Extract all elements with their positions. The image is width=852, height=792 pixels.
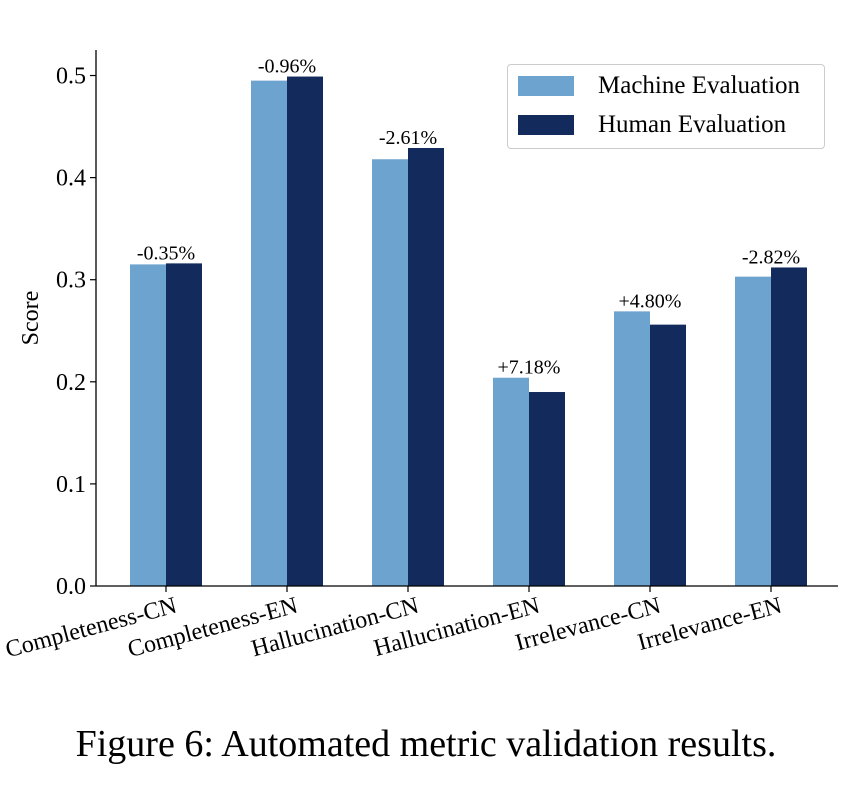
y-tick-label: 0.2 — [56, 370, 86, 396]
y-tick-label: 0.3 — [56, 268, 86, 294]
y-tick-label: 0.0 — [56, 574, 86, 600]
legend-swatch-machine — [518, 76, 574, 96]
y-tick-label: 0.4 — [56, 166, 86, 192]
figure-caption: Figure 6: Automated metric validation re… — [75, 723, 777, 765]
legend-item-machine: Machine Evaluation — [518, 72, 801, 99]
bar-human-hallucination-en — [529, 392, 565, 586]
bar-annotation-irrelevance-en: -2.82% — [742, 246, 800, 268]
legend-swatch-human — [518, 115, 574, 135]
bar-human-completeness-en — [287, 76, 323, 586]
y-axis-label: Score — [18, 291, 44, 346]
y-tick-label: 0.1 — [56, 472, 86, 498]
bars-layer — [130, 76, 807, 587]
bar-human-hallucination-cn — [408, 148, 444, 587]
annotations-layer: -0.35% -0.96% -2.61% +7.18% +4.80% -2.82% — [137, 56, 800, 379]
bar-annotation-hallucination-cn: -2.61% — [379, 127, 437, 149]
legend: Machine Evaluation Human Evaluation — [507, 64, 825, 149]
bar-annotation-completeness-cn: -0.35% — [137, 242, 195, 264]
bar-annotation-hallucination-en: +7.18% — [498, 357, 561, 379]
bar-human-completeness-cn — [166, 263, 202, 586]
bar-machine-completeness-en — [251, 80, 287, 586]
axes-layer — [95, 50, 838, 587]
legend-label-machine: Machine Evaluation — [598, 72, 801, 99]
legend-label-human: Human Evaluation — [598, 111, 787, 138]
bar-machine-hallucination-en — [493, 377, 529, 586]
legend-item-human: Human Evaluation — [518, 111, 787, 138]
bar-machine-completeness-cn — [130, 264, 166, 586]
bar-annotation-irrelevance-cn: +4.80% — [619, 290, 682, 312]
bar-machine-irrelevance-cn — [614, 311, 650, 586]
bar-machine-irrelevance-en — [735, 276, 771, 586]
bar-machine-hallucination-cn — [372, 159, 408, 587]
bar-annotation-completeness-en: -0.96% — [258, 56, 316, 78]
bar-human-irrelevance-cn — [650, 324, 686, 586]
bar-chart: Completeness-CNCompleteness-ENHallucinat… — [3, 50, 838, 663]
y-tick-label: 0.5 — [56, 64, 86, 90]
bar-human-irrelevance-en — [771, 267, 807, 586]
